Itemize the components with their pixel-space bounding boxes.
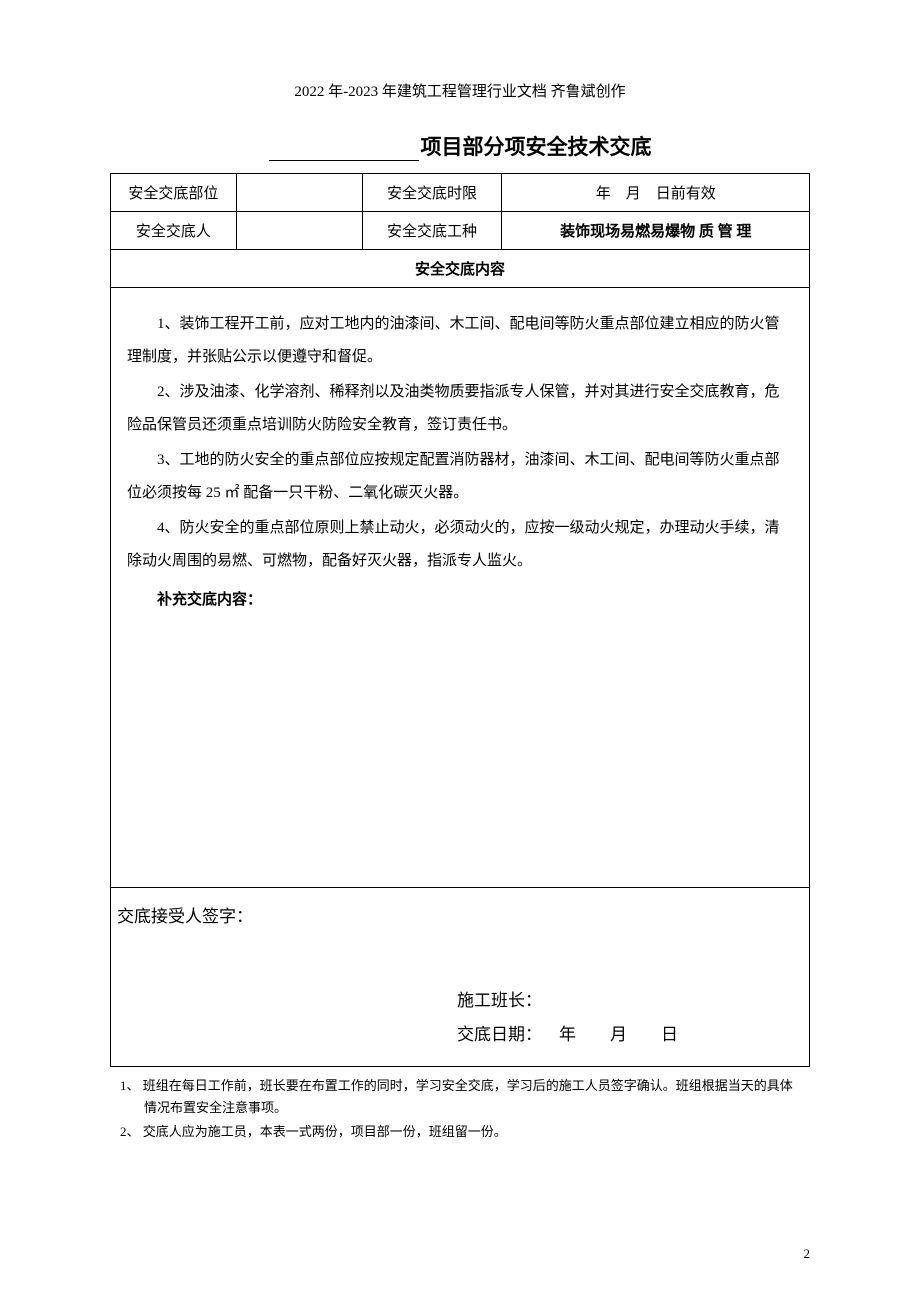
title-text: 项目部分项安全技术交底 — [421, 135, 652, 159]
note-2: 2、 交底人应为施工员，本表一式两份，项目部一份，班组留一份。 — [144, 1121, 800, 1143]
form-header-table: 安全交底部位 安全交底时限 年 月 日前有效 安全交底人 安全交底工种 装饰现场… — [110, 173, 810, 288]
label-safety-person: 安全交底人 — [111, 212, 237, 250]
value-safety-deadline: 年 月 日前有效 — [502, 174, 810, 212]
form-row-1: 安全交底部位 安全交底时限 年 月 日前有效 — [111, 174, 810, 212]
value-safety-person — [236, 212, 362, 250]
content-paragraph-4: 4、防火安全的重点部位原则上禁止动火，必须动火的，应按一级动火规定，办理动火手续… — [127, 512, 793, 578]
date-line: 交底日期： 年 月 日 — [117, 1018, 793, 1052]
label-safety-deadline: 安全交底时限 — [362, 174, 502, 212]
form-row-2: 安全交底人 安全交底工种 装饰现场易燃易爆物 质 管 理 — [111, 212, 810, 250]
page-number: 2 — [804, 1246, 811, 1262]
supplement-label: 补充交底内容： — [127, 584, 793, 617]
content-header-row: 安全交底内容 — [111, 250, 810, 288]
value-safety-worktype: 装饰现场易燃易爆物 质 管 理 — [502, 212, 810, 250]
label-safety-location: 安全交底部位 — [111, 174, 237, 212]
page-header: 2022 年-2023 年建筑工程管理行业文档 齐鲁斌创作 — [110, 80, 810, 101]
content-paragraph-3: 3、工地的防火安全的重点部位应按规定配置消防器材，油漆间、木工间、配电间等防火重… — [127, 444, 793, 510]
content-paragraph-2: 2、涉及油漆、化学溶剂、稀释剂以及油类物质要指派专人保管，并对其进行安全交底教育… — [127, 376, 793, 442]
title-blank-underline — [269, 160, 419, 161]
value-safety-location — [236, 174, 362, 212]
content-body: 1、装饰工程开工前，应对工地内的油漆间、木工间、配电间等防火重点部位建立相应的防… — [110, 288, 810, 888]
date-value: 年 月 日 — [559, 1025, 678, 1044]
content-header: 安全交底内容 — [111, 250, 810, 288]
content-paragraph-1: 1、装饰工程开工前，应对工地内的油漆间、木工间、配电间等防火重点部位建立相应的防… — [127, 308, 793, 374]
foreman-label: 施工班长： — [117, 984, 793, 1018]
note-1: 1、 班组在每日工作前，班长要在布置工作的同时，学习安全交底，学习后的施工人员签… — [144, 1075, 800, 1119]
receiver-signature-label: 交底接受人签字： — [117, 900, 793, 934]
signature-section: 交底接受人签字： 施工班长： 交底日期： 年 月 日 — [110, 888, 810, 1067]
date-label: 交底日期： — [457, 1025, 542, 1044]
document-title: 项目部分项安全技术交底 — [110, 131, 810, 161]
label-safety-worktype: 安全交底工种 — [362, 212, 502, 250]
notes-section: 1、 班组在每日工作前，班长要在布置工作的同时，学习安全交底，学习后的施工人员签… — [110, 1067, 810, 1143]
